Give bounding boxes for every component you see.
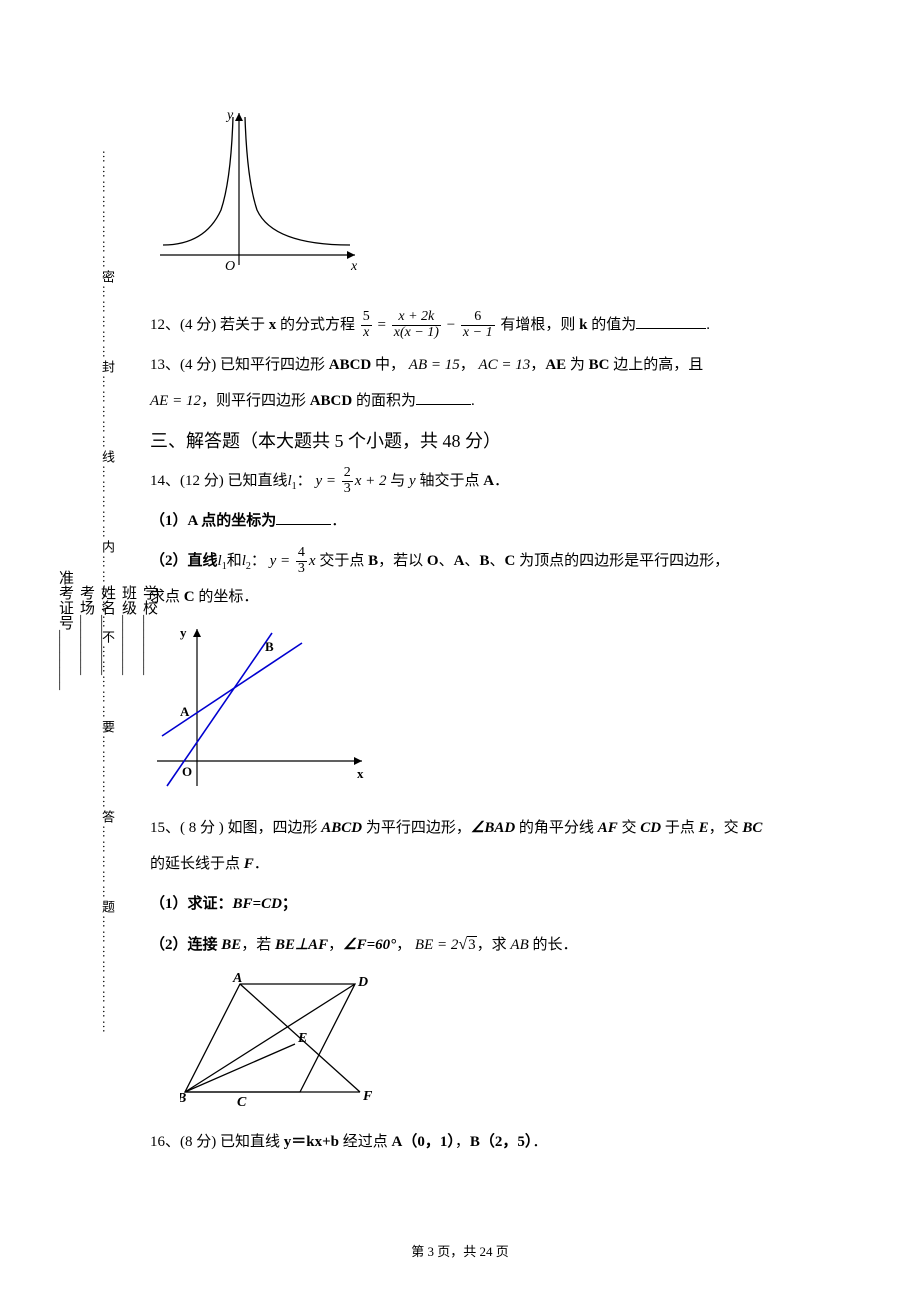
q14-blank: [276, 510, 331, 525]
axis-x-label: x: [350, 259, 358, 274]
question-13: 13、(4 分) 已知平行四边形 ABCD 中， AB = 15， AC = 1…: [150, 347, 830, 419]
svg-text:D: D: [357, 975, 368, 990]
question-14: 14、(12 分) 已知直线l1： y = 23x + 2 与 y 轴交于点 A…: [150, 463, 830, 499]
exam-sidebar: ……………………密……………封……………线……………内……………不……………要……: [55, 150, 125, 1110]
svg-text:B: B: [265, 639, 274, 654]
svg-text:A: A: [232, 972, 242, 986]
q13-blank: [416, 390, 471, 405]
question-15: 15、( 8 分 ) 如图，四边形 ABCD 为平行四边形，∠BAD 的角平分线…: [150, 810, 830, 882]
field-room: 考场________: [76, 585, 97, 675]
question-16: 16、(8 分) 已知直线 y＝kx+b 经过点 A（0，1），B（2，5）．: [150, 1124, 830, 1160]
q15-part1: （1）求证：BF=CD；: [150, 886, 830, 922]
student-info-fields: 学校________ 班级________ 姓名________ 考场_____…: [55, 150, 160, 1110]
q12-blank: [636, 314, 706, 329]
svg-text:E: E: [297, 1031, 307, 1046]
axis-y-label: y: [225, 108, 234, 123]
svg-text:C: C: [237, 1095, 247, 1107]
svg-text:x: x: [357, 766, 364, 781]
svg-text:A: A: [180, 704, 190, 719]
section-3-heading: 三、解答题（本大题共 5 个小题，共 48 分）: [150, 427, 830, 453]
field-class: 班级________: [118, 585, 139, 675]
figure-parallelogram: A D B C F E: [180, 972, 830, 1112]
q15-part2: （2）连接 BE，若 BE⊥AF，∠F=60°， BE = 2√3，求 AB 的…: [150, 926, 830, 964]
q14-part2: （2）直线l1和l2： y = 43x 交于点 B，若以 O、A、B、C 为顶点…: [150, 543, 830, 615]
q14-part1: （1）A 点的坐标为．: [150, 503, 830, 539]
svg-text:y: y: [180, 625, 187, 640]
q12-prefix: 12、(4 分) 若关于: [150, 317, 269, 333]
svg-text:B: B: [180, 1091, 186, 1106]
question-12: 12、(4 分) 若关于 x 的分式方程 5x = x + 2kx(x − 1)…: [150, 307, 830, 343]
svg-text:F: F: [362, 1089, 373, 1104]
axis-o-label: O: [225, 259, 235, 274]
svg-text:O: O: [182, 764, 192, 779]
page-footer: 第 3 页，共 24 页: [0, 1241, 920, 1260]
field-name: 姓名________: [97, 585, 118, 675]
page-content: O x y 12、(4 分) 若关于 x 的分式方程 5x = x + 2kx(…: [150, 105, 830, 1164]
figure-curve: O x y: [155, 105, 830, 285]
field-id: 准考证号________: [55, 570, 76, 690]
q12-mid1: 的分式方程: [276, 317, 359, 333]
figure-coords: O x y A B: [152, 621, 830, 796]
